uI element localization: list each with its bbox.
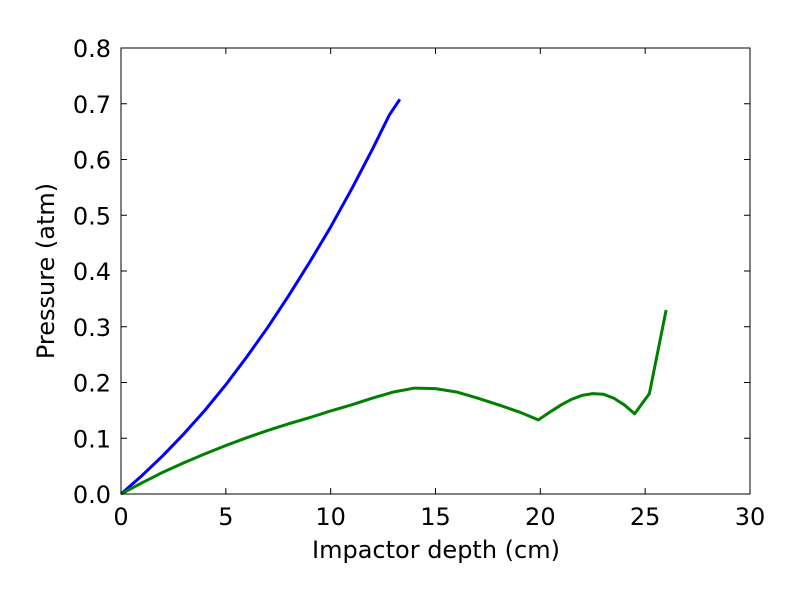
series-line-2 [120, 309, 668, 496]
y-tick-label: 0.4 [73, 258, 111, 286]
y-tick-label: 0.5 [73, 202, 111, 230]
ticks-layer: 0 5 10 15 20 25 30 0.0 0.1 0.2 0.3 0.4 0.5 0.6 0.7 0.8 [73, 35, 765, 531]
y-tick-label: 0.6 [73, 147, 111, 175]
y-tick-label: 0.3 [73, 314, 111, 342]
x-axis-label: Impactor depth (cm) [312, 536, 560, 564]
y-tick-label: 0.0 [73, 481, 111, 509]
x-tick-label: 0 [113, 503, 128, 531]
plot-frame [120, 47, 751, 495]
x-tick-label: 5 [218, 503, 233, 531]
series-line-1 [120, 98, 402, 496]
y-axis-label: Pressure (atm) [32, 183, 60, 359]
y-tick-label: 0.1 [73, 425, 111, 453]
x-tick-label: 20 [525, 503, 556, 531]
x-tick-label: 25 [630, 503, 661, 531]
x-tick-label: 10 [315, 503, 346, 531]
y-tick-label: 0.2 [73, 370, 111, 398]
y-tick-label: 0.7 [73, 91, 111, 119]
y-tick-label: 0.8 [73, 35, 111, 63]
x-tick-label: 30 [735, 503, 766, 531]
series-layer [120, 98, 668, 496]
x-tick-label: 15 [420, 503, 451, 531]
